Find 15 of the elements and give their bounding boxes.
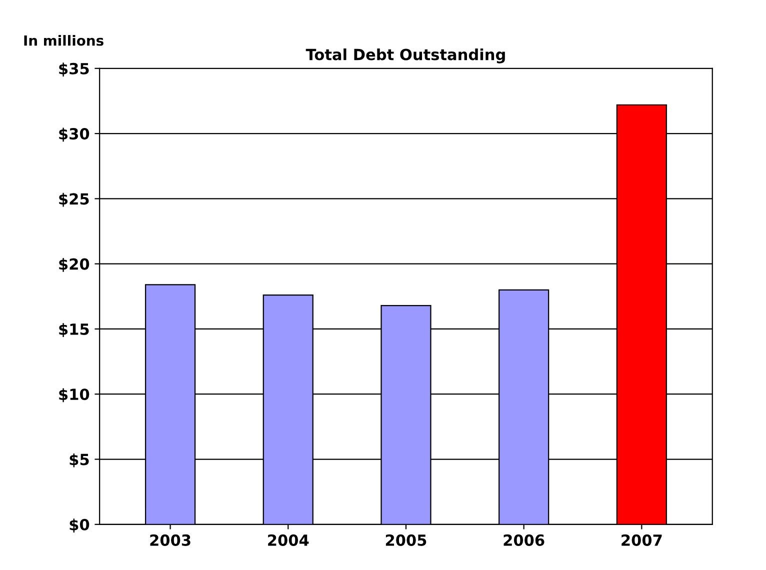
y-tick-label: $20 [59,258,90,272]
x-tick-label: 2004 [268,534,309,546]
y-tick-label: $5 [70,453,89,468]
chart-title: Total Debt Outstanding [306,48,505,64]
y-tick-label: $25 [59,192,89,207]
x-tick-label: 2007 [622,534,662,546]
y-tick-label: $10 [59,388,90,402]
y-tick-label: $30 [59,128,90,142]
y-tick-label: $0 [70,518,90,532]
y-tick-label: $15 [59,323,89,338]
x-tick-label: 2005 [386,534,426,546]
y-axis-title: In millions [24,35,104,46]
x-tick-label: 2003 [150,534,190,546]
x-tick-label: 2006 [504,534,544,546]
y-tick-label: $35 [59,62,89,76]
